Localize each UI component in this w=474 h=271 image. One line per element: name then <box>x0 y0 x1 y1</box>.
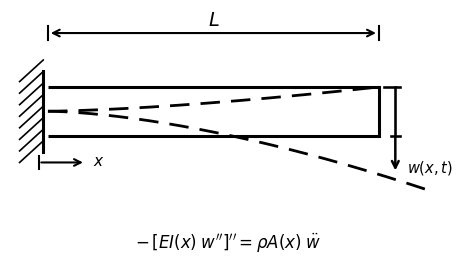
Text: $L$: $L$ <box>208 12 219 30</box>
Text: $x$: $x$ <box>93 156 104 169</box>
Text: $w(x,t)$: $w(x,t)$ <box>407 159 453 177</box>
Text: $-\,[EI(x)\; w'']'' = \rho A(x)\; \ddot{w}$: $-\,[EI(x)\; w'']'' = \rho A(x)\; \ddot{… <box>135 232 320 255</box>
